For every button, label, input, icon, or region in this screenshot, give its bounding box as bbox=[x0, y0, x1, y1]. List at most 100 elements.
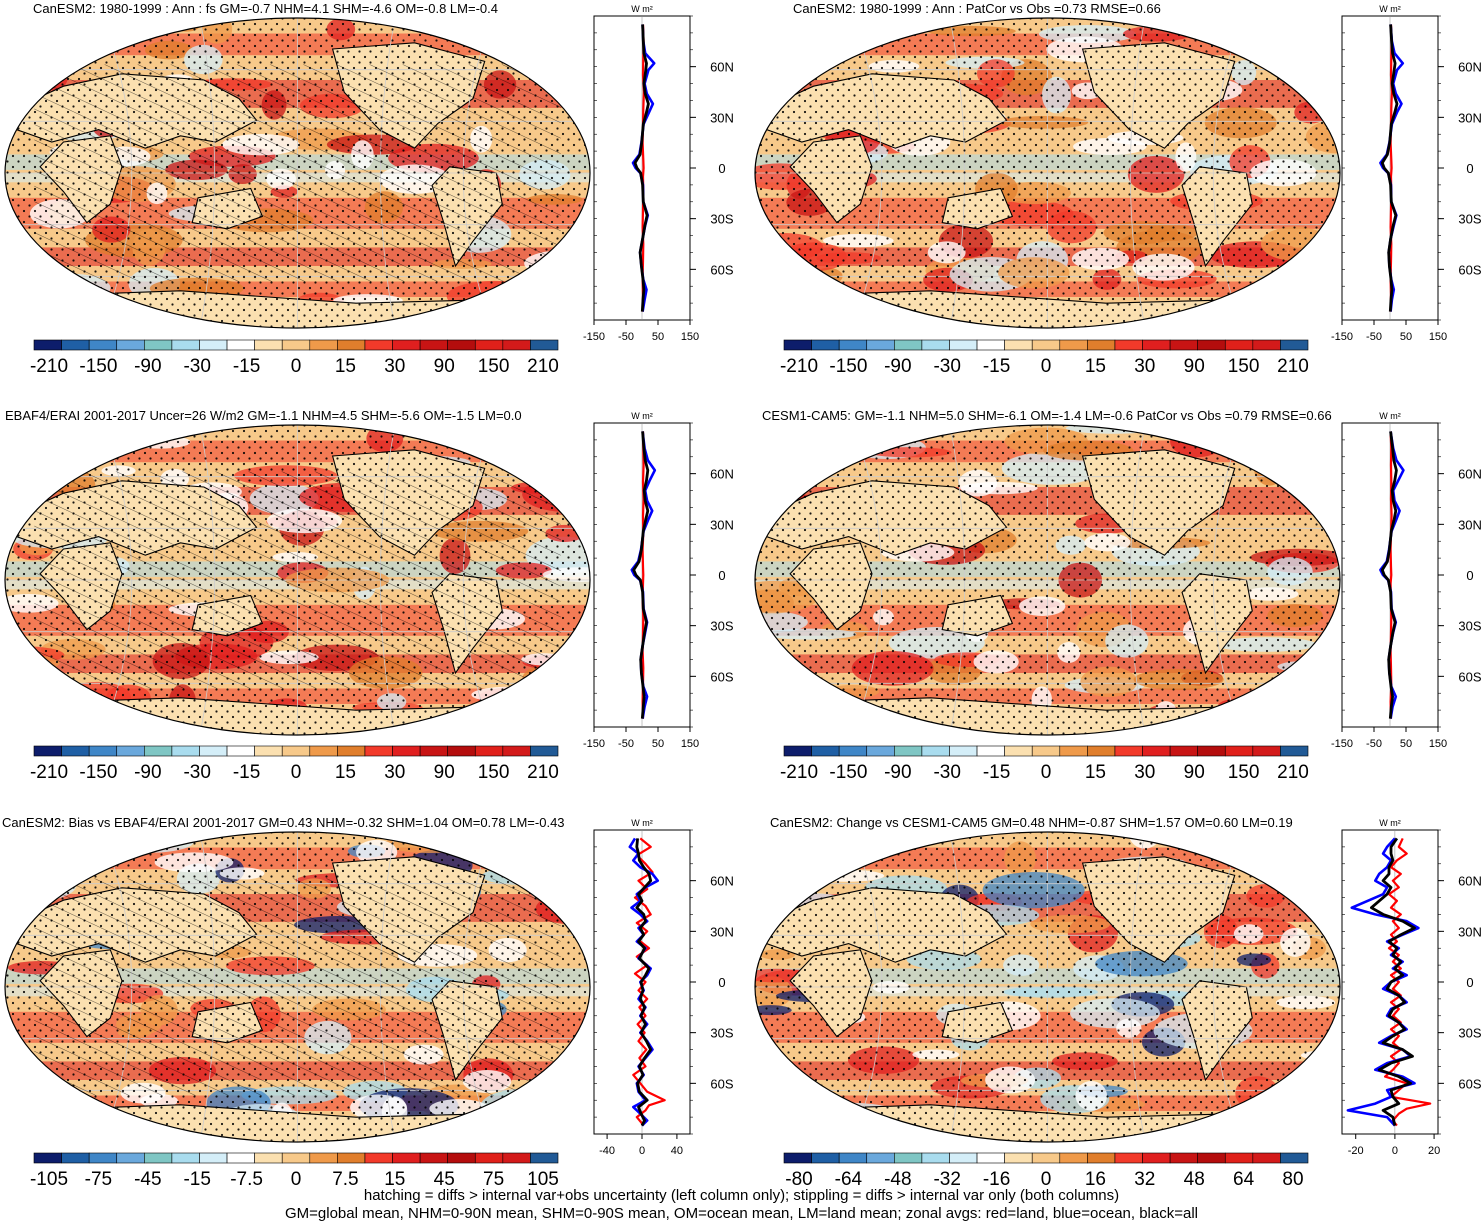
map-field bbox=[755, 425, 1340, 735]
colorbar-box bbox=[949, 339, 978, 351]
zonal-xtick-label: 150 bbox=[681, 738, 699, 750]
colorbar-box bbox=[199, 1152, 228, 1164]
colorbar-box bbox=[33, 339, 62, 351]
zonal-lat-label: 60N bbox=[710, 874, 734, 889]
field-blob bbox=[1301, 1064, 1340, 1076]
zonal-lat-label: 0 bbox=[718, 161, 725, 176]
colorbar-box bbox=[254, 339, 283, 351]
colorbar-box bbox=[1031, 1152, 1061, 1164]
colorbar-box bbox=[226, 745, 255, 757]
panel-title: CanESM2: Change vs CESM1-CAM5 GM=0.48 NH… bbox=[770, 815, 1293, 830]
colorbar-label: 15 bbox=[335, 356, 356, 377]
colorbar-label: -64 bbox=[835, 1169, 863, 1190]
zonal-lat-label: 0 bbox=[1466, 161, 1473, 176]
zonal-lat-label: 0 bbox=[1466, 568, 1473, 583]
colorbar-box bbox=[419, 1152, 448, 1164]
colorbar-label: 210 bbox=[527, 356, 559, 377]
colorbar-label: 0 bbox=[1041, 356, 1052, 377]
colorbar-label: 0 bbox=[291, 356, 302, 377]
field-patch bbox=[1268, 1116, 1336, 1137]
colorbar-box bbox=[1280, 745, 1309, 757]
zonal-lat-label: 60S bbox=[710, 262, 733, 277]
zonal-all-line bbox=[1370, 837, 1416, 1126]
field-patch bbox=[755, 724, 805, 735]
zonal-lat-label: 30N bbox=[710, 110, 734, 125]
colorbar-box bbox=[1197, 745, 1226, 757]
colorbar-box bbox=[921, 745, 950, 757]
zonal-xtick-label: -50 bbox=[618, 738, 634, 750]
colorbar-label: 90 bbox=[1184, 762, 1205, 783]
zonal-lat-label: 60N bbox=[710, 467, 734, 482]
zonal-land-line bbox=[1383, 837, 1432, 1127]
colorbar-box bbox=[1114, 745, 1143, 757]
colorbar-label: 45 bbox=[434, 1169, 455, 1190]
zonal-lat-label: 60N bbox=[710, 60, 734, 75]
field-blob bbox=[56, 296, 95, 321]
colorbar-box bbox=[309, 745, 338, 757]
field-blob bbox=[23, 312, 126, 328]
colorbar-box bbox=[949, 745, 978, 757]
colorbar-label: 15 bbox=[335, 762, 356, 783]
field-blob bbox=[5, 838, 78, 860]
field-blob bbox=[501, 425, 540, 454]
hatching bbox=[34, 471, 561, 689]
field-blob bbox=[862, 425, 946, 433]
map-field bbox=[5, 425, 590, 735]
field-patch bbox=[429, 714, 477, 733]
colorbar-label: 0 bbox=[1041, 762, 1052, 783]
colorbar-box bbox=[33, 1152, 62, 1164]
colorbar-box bbox=[144, 339, 173, 351]
hatching bbox=[34, 64, 561, 282]
zonal-all-line bbox=[632, 431, 650, 719]
field-blob bbox=[810, 297, 842, 328]
colorbar-box bbox=[226, 1152, 255, 1164]
zonal-xtick-label: -20 bbox=[1348, 1145, 1364, 1157]
colorbar-label: -7.5 bbox=[230, 1169, 263, 1190]
colorbar-label: -75 bbox=[85, 1169, 112, 1190]
colorbar-box bbox=[337, 1152, 366, 1164]
zonal-lat-label: 0 bbox=[1466, 975, 1473, 990]
colorbar-label: -30 bbox=[183, 762, 210, 783]
field-patch bbox=[755, 425, 787, 441]
field-blob bbox=[761, 38, 847, 59]
colorbar-label: 80 bbox=[1282, 1169, 1303, 1190]
zonal-lat-label: 30N bbox=[710, 517, 734, 532]
panel-title: CESM1-CAM5: GM=-1.1 NHM=5.0 SHM=-6.1 OM=… bbox=[762, 408, 1332, 423]
field-patch bbox=[1203, 18, 1277, 26]
colorbar-label: 30 bbox=[384, 356, 405, 377]
hatching bbox=[34, 878, 561, 1096]
colorbar-box bbox=[1059, 339, 1088, 351]
zonal-xtick-label: -150 bbox=[1331, 331, 1353, 343]
field-patch bbox=[1294, 851, 1335, 873]
colorbar-box bbox=[199, 339, 228, 351]
zonal-lat-label: 30N bbox=[1458, 517, 1482, 532]
colorbar-label: 15 bbox=[1085, 356, 1106, 377]
colorbar-label: 90 bbox=[1184, 356, 1205, 377]
colorbar-box bbox=[838, 745, 868, 757]
field-blob bbox=[852, 1125, 882, 1142]
colorbar-label: -210 bbox=[30, 762, 68, 783]
colorbar-box bbox=[447, 339, 476, 351]
colorbar-box bbox=[976, 339, 1005, 351]
zonal-lat-label: 60N bbox=[1458, 874, 1482, 889]
colorbar-label: 48 bbox=[1184, 1169, 1205, 1190]
zonal-all-line bbox=[633, 24, 650, 312]
colorbar-box bbox=[364, 1152, 393, 1164]
panel-p4: CESM1-CAM5: GM=-1.1 NHM=5.0 SHM=-6.1 OM=… bbox=[754, 408, 1482, 783]
colorbar-box bbox=[1059, 1152, 1088, 1164]
colorbar-label: 150 bbox=[478, 762, 510, 783]
map-border bbox=[4, 17, 591, 329]
colorbar-label: 150 bbox=[1228, 356, 1260, 377]
colorbar-box bbox=[474, 745, 504, 757]
zonal-xtick-label: 40 bbox=[671, 1145, 683, 1157]
colorbar-label: 0 bbox=[291, 1169, 302, 1190]
field-blob bbox=[771, 298, 796, 326]
colorbar-label: 30 bbox=[1134, 762, 1155, 783]
zonal-lat-label: 30N bbox=[710, 924, 734, 939]
colorbar-box bbox=[502, 1152, 531, 1164]
colorbar-box bbox=[1169, 339, 1198, 351]
colorbar-box bbox=[949, 1152, 978, 1164]
colorbar-label: 210 bbox=[527, 762, 559, 783]
zonal-lat-label: 30S bbox=[1458, 212, 1481, 227]
colorbar-box bbox=[281, 1152, 311, 1164]
